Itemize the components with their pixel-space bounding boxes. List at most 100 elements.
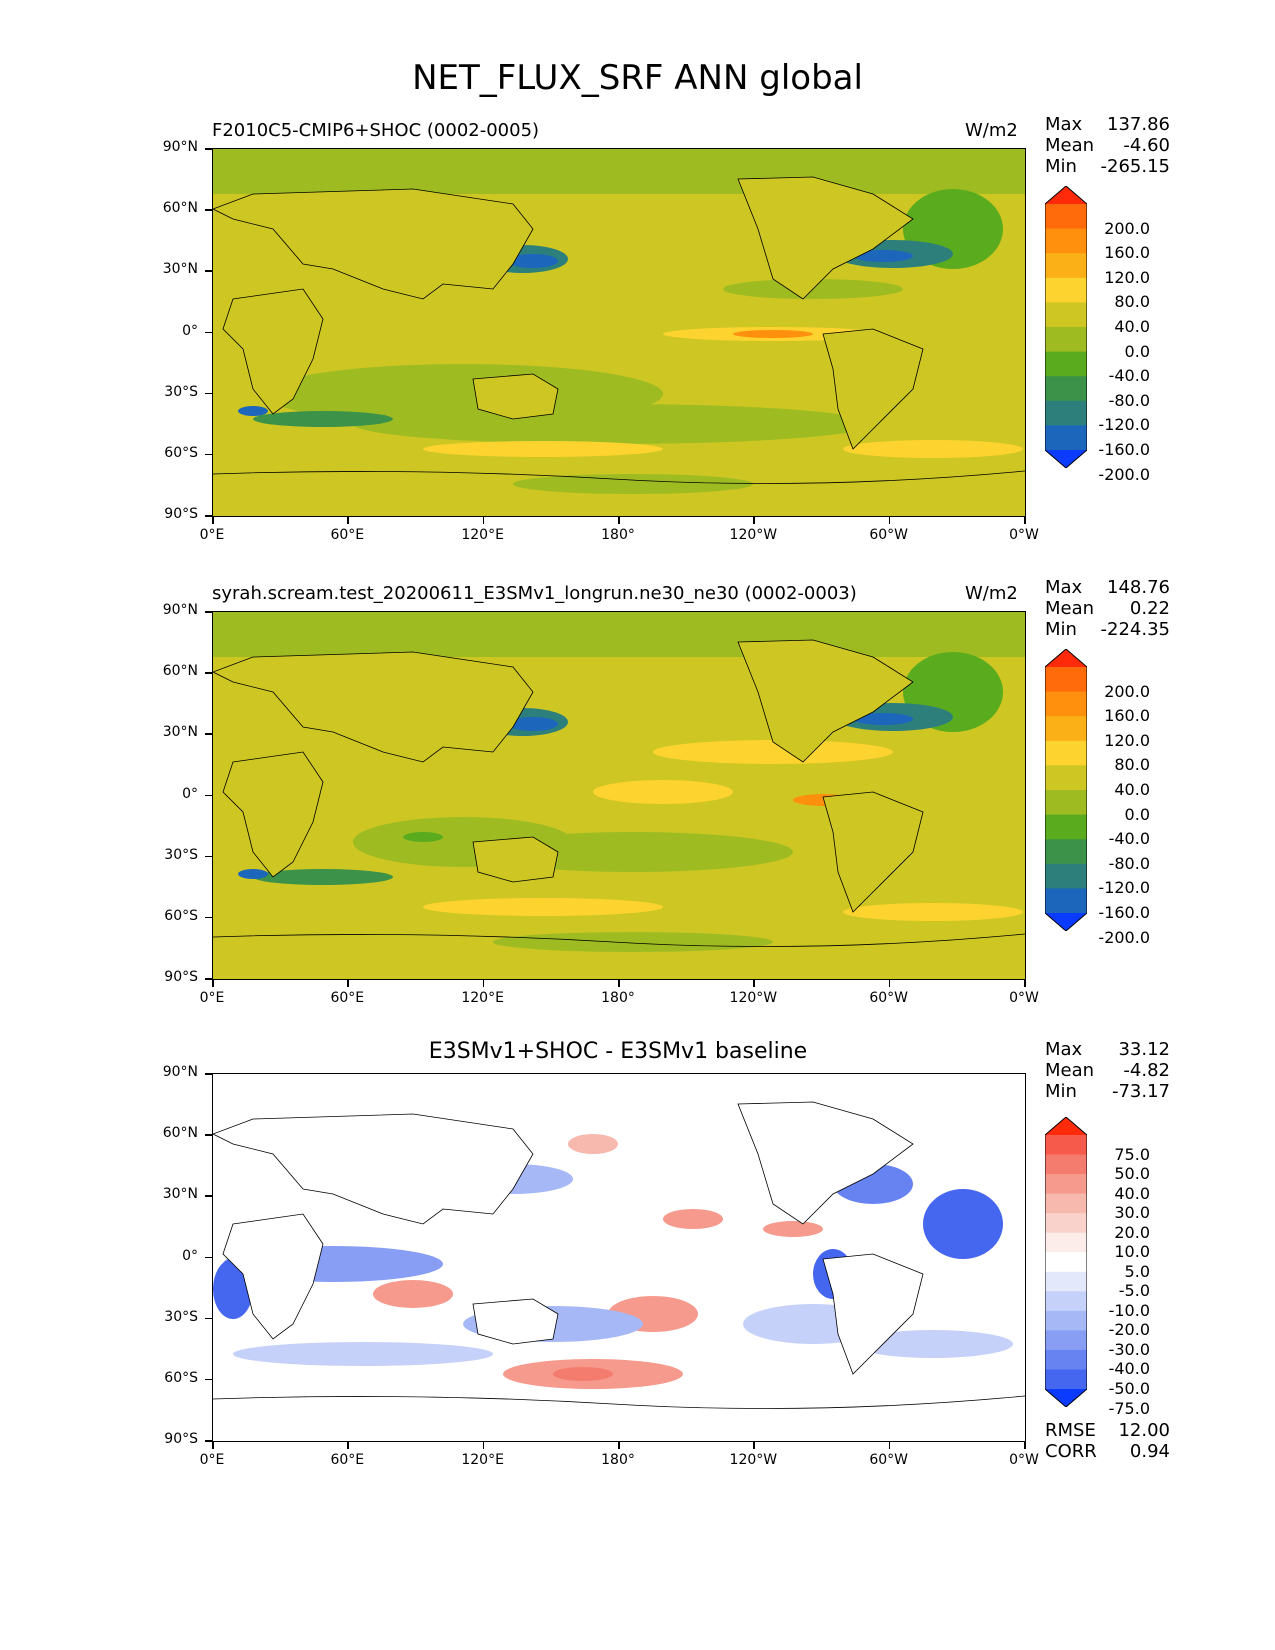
lon-tick-label: 60°E	[330, 527, 365, 543]
lat-tick-label: 0°	[182, 322, 198, 339]
panel-model: F2010C5-CMIP6+SHOC (0002-0005) W/m2 Max 1…	[0, 114, 1275, 580]
colorbar-segment	[1045, 716, 1087, 742]
lat-tick-label: 30°S	[164, 383, 198, 400]
lon-tick	[888, 980, 891, 987]
colorbar-tick-label: 0.0	[1124, 804, 1150, 824]
stat-max: 137.86	[1107, 114, 1170, 135]
lon-tick-label: 0°E	[199, 527, 225, 543]
lat-tick-label: 60°N	[162, 200, 198, 217]
colorbar-segment	[1045, 814, 1087, 840]
lat-tick-label: 30°S	[164, 846, 198, 863]
colorbar-difference	[1044, 1116, 1088, 1411]
lat-tick	[205, 611, 212, 613]
lat-tick	[205, 209, 212, 211]
lat-tick-label: 60°N	[162, 1125, 198, 1142]
lon-tick-label: 120°E	[461, 990, 504, 1006]
lon-tick-label: 0°W	[1009, 990, 1039, 1006]
lon-tick	[753, 980, 755, 987]
colorbar-segment	[1045, 400, 1087, 426]
rmse-value: 12.00	[1118, 1420, 1170, 1441]
colorbar-segment	[1045, 1369, 1087, 1390]
colorbar-tick-label: 40.0	[1114, 317, 1150, 336]
colorbar-segment	[1045, 327, 1087, 353]
panel-model-title: F2010C5-CMIP6+SHOC (0002-0005)	[212, 120, 540, 141]
colorbar-tick-label: -10.0	[1108, 1300, 1150, 1320]
lon-tick-label: 180°	[601, 1452, 635, 1468]
colorbar-tick-label: 30.0	[1114, 1203, 1150, 1223]
colorbar-extend-top	[1045, 1117, 1087, 1135]
lat-tick	[205, 453, 212, 456]
colorbar-segment	[1045, 425, 1087, 451]
lat-tick	[205, 331, 212, 333]
lat-tick-label: 90°N	[162, 139, 198, 155]
colorbar-tick-label: 5.0	[1124, 1261, 1150, 1281]
colorbar-reference	[1044, 648, 1088, 935]
lon-tick-label: 180°	[601, 990, 635, 1006]
lat-tick-label: 90°N	[162, 602, 198, 618]
colorbar-extend-bottom	[1045, 1389, 1087, 1407]
colorbar-tick-label: -40.0	[1108, 366, 1150, 386]
colorbar-segment	[1045, 667, 1087, 693]
lon-tick	[212, 980, 214, 987]
lat-tick-label: 90°N	[162, 1064, 198, 1080]
stat-max: 33.12	[1118, 1039, 1170, 1060]
lon-tick	[212, 1442, 214, 1449]
colorbar-tick-label: 20.0	[1114, 1222, 1150, 1242]
lon-tick-label: 60°E	[330, 990, 365, 1006]
lon-tick-label: 0°W	[1009, 527, 1039, 543]
lon-tick-label: 180°	[601, 527, 635, 543]
lat-tick	[205, 270, 212, 272]
colorbar-tick-label: -30.0	[1108, 1339, 1150, 1359]
lat-tick	[205, 978, 212, 980]
colorbar-tick-label: -120.0	[1098, 878, 1150, 898]
stat-min: -73.17	[1111, 1081, 1170, 1102]
lon-tick	[347, 980, 349, 987]
figure-title: NET_FLUX_SRF ANN global	[412, 58, 863, 98]
lon-tick	[888, 1442, 891, 1449]
lat-tick	[205, 1073, 212, 1075]
colorbar-segment	[1045, 1154, 1087, 1175]
colorbar-segment	[1045, 253, 1087, 279]
panel-difference-title: E3SMv1+SHOC - E3SMv1 baseline	[428, 1039, 808, 1064]
colorbar-tick-label: 0.0	[1124, 341, 1150, 361]
lat-tick-label: 0°	[182, 785, 198, 802]
panel-reference-title: syrah.scream.test_20200611_E3SMv1_longru…	[212, 583, 857, 604]
lon-tick	[753, 1442, 755, 1449]
panel-model-stats: Max 137.86 Mean -4.60 Min -265.15	[1045, 114, 1170, 177]
colorbar-segment	[1045, 1330, 1087, 1351]
lat-tick	[205, 1378, 212, 1381]
stat-min: -265.15	[1100, 156, 1170, 177]
lon-tick	[1024, 517, 1026, 524]
lon-tick	[347, 517, 349, 524]
lat-tick	[205, 916, 212, 919]
stat-mean: 0.22	[1129, 598, 1170, 619]
lat-tick-label: 30°N	[162, 261, 198, 278]
lat-tick	[205, 515, 212, 517]
lon-tick-label: 60°W	[869, 527, 908, 543]
lon-tick	[618, 1442, 620, 1449]
colorbar-extend-bottom	[1045, 450, 1087, 468]
colorbar-tick-label: -160.0	[1098, 903, 1150, 922]
lat-tick-label: 30°N	[162, 724, 198, 741]
panel-model-units: W/m2	[965, 120, 1018, 141]
colorbar-segment	[1045, 1193, 1087, 1214]
lat-tick	[205, 1134, 212, 1136]
colorbar-tick-label: 40.0	[1114, 1183, 1150, 1203]
panel-reference-stats: Max 148.76 Mean 0.22 Min -224.35	[1045, 577, 1170, 640]
colorbar-tick-label: -200.0	[1098, 464, 1150, 484]
lat-tick	[205, 148, 212, 150]
colorbar-segment	[1045, 1271, 1087, 1292]
panel-reference-units: W/m2	[965, 583, 1018, 604]
colorbar-tick-label: -50.0	[1108, 1379, 1150, 1398]
lon-tick	[1024, 1442, 1026, 1449]
colorbar-tick-label: 40.0	[1114, 780, 1150, 799]
colorbar-model	[1044, 185, 1088, 472]
colorbar-tick-label: -75.0	[1108, 1398, 1150, 1418]
stat-mean: -4.82	[1123, 1060, 1170, 1081]
colorbar-tick-label: 200.0	[1104, 681, 1150, 701]
colorbar-segment	[1045, 888, 1087, 914]
lon-tick	[347, 1442, 349, 1449]
colorbar-segment	[1045, 277, 1087, 303]
lon-tick-label: 120°W	[729, 527, 778, 543]
lon-tick-label: 0°W	[1009, 1452, 1039, 1468]
